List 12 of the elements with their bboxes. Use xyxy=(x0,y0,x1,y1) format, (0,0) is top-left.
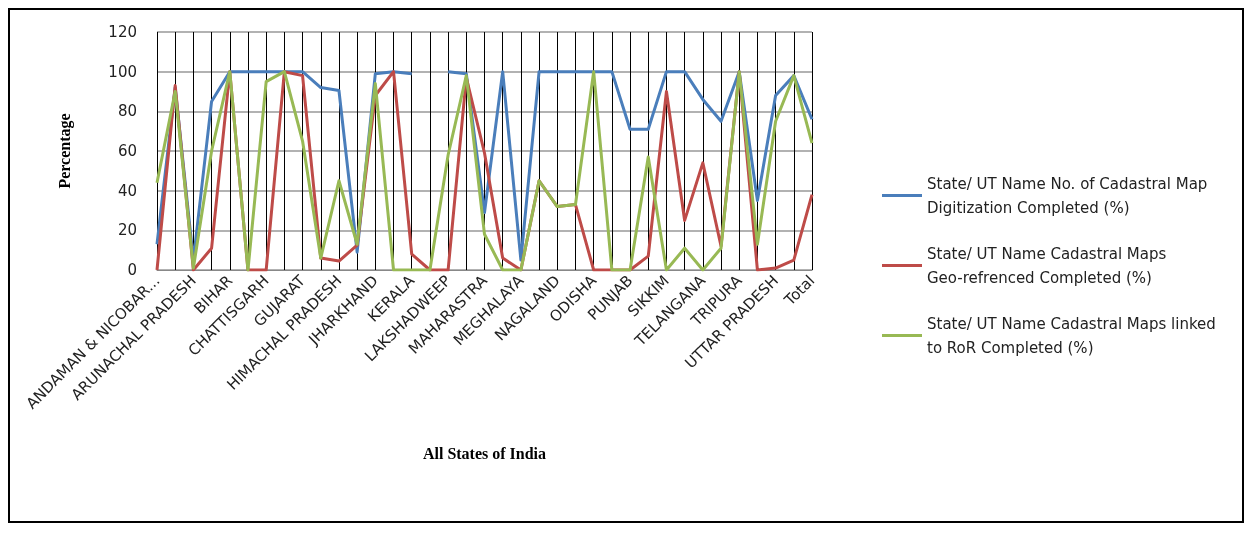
y-tick-label: 20 xyxy=(117,221,137,240)
legend-label: State/ UT Name Cadastral Maps Geo-refrenced Completed (%) xyxy=(927,244,1172,287)
y-tick-label: 0 xyxy=(127,261,137,279)
y-tick-label: 60 xyxy=(117,142,137,160)
legend-label: State/ UT Name Cadastral Maps linked to RoR Completed (%) xyxy=(927,314,1221,357)
y-axis-title: Percentage xyxy=(55,113,74,189)
y-tick-label: 100 xyxy=(108,62,137,81)
x-axis-title: All States of India xyxy=(422,444,547,462)
y-tick-label: 40 xyxy=(117,181,137,200)
legend-label: State/ UT Name No. of Cadastral Map Digitization Completed (%) xyxy=(927,174,1213,217)
y-tick-label: 120 xyxy=(108,23,137,41)
y-tick-label: 80 xyxy=(117,102,137,121)
